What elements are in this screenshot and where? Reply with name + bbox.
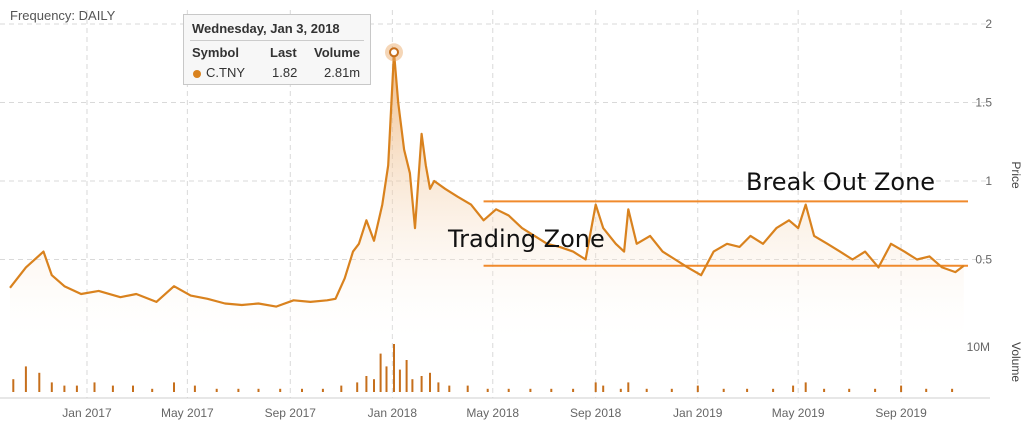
volume-bar: [365, 376, 368, 392]
volume-bar: [132, 385, 134, 392]
grid-lines: [0, 10, 990, 399]
volume-bar: [602, 385, 605, 392]
volume-bar: [792, 385, 795, 392]
volume-bar: [385, 366, 388, 392]
price-line: [9, 51, 965, 308]
volume-bar: [405, 360, 408, 392]
y-tick-label: 0.5: [975, 253, 992, 267]
y-tick-label: 1.5: [975, 96, 992, 110]
x-tick-label: May 2018: [466, 406, 519, 420]
volume-bar: [411, 379, 414, 392]
tooltip-volume-header: Volume: [314, 45, 360, 60]
volume-bar: [429, 372, 431, 392]
break-out-zone-label: Break Out Zone: [746, 168, 935, 196]
x-tick-label: May 2019: [772, 406, 825, 420]
volume-axis-title: Volume: [1009, 342, 1023, 382]
volume-bar: [193, 385, 196, 392]
volume-bar: [507, 388, 510, 392]
tooltip-symbol-value: C.TNY: [206, 65, 245, 80]
y-tick-label: 2: [985, 17, 992, 31]
volume-bar: [111, 385, 114, 392]
volume-bar: [772, 388, 775, 392]
volume-bar: [38, 372, 41, 392]
volume-bar: [848, 388, 851, 392]
y-axis-title: Price: [1009, 161, 1023, 189]
volume-bar: [486, 388, 489, 392]
volume-bar: [437, 382, 440, 392]
zone-lines: [483, 200, 968, 267]
volume-bar: [823, 388, 826, 392]
volume-bar: [900, 385, 903, 392]
volume-bar: [398, 369, 401, 392]
volume-bar: [874, 388, 877, 392]
volume-bar: [925, 388, 928, 392]
volume-bar: [215, 388, 218, 392]
x-tick-label: Sep 2018: [570, 406, 622, 420]
volume-bar: [301, 388, 303, 392]
x-tick-label: Jan 2019: [673, 406, 723, 420]
x-tick-label: Jan 2017: [62, 406, 112, 420]
tooltip-volume-value: 2.81m: [324, 65, 361, 80]
volume-bar: [373, 379, 375, 392]
tooltip-last-value: 1.82: [272, 65, 298, 80]
data-tooltip: Wednesday, Jan 3, 2018 Symbol Last Volum…: [183, 14, 371, 85]
volume-bar: [572, 388, 575, 392]
volume-bar: [420, 376, 423, 392]
axes: Jan 2017 May 2017 Sep 2017 Jan 2018 May 2018…: [62, 17, 992, 420]
volume-tick-label: 10M: [967, 340, 990, 354]
volume-bar: [279, 388, 282, 392]
volume-bar: [804, 382, 807, 392]
volume-bar: [594, 382, 597, 392]
x-tick-label: Sep 2019: [875, 406, 927, 420]
volume-bar: [448, 385, 451, 392]
volume-bar: [151, 388, 154, 392]
volume-bar: [722, 388, 725, 392]
volume-bar: [746, 388, 749, 392]
x-tick-label: Sep 2017: [265, 406, 317, 420]
volume-bar: [529, 388, 532, 392]
volume-bar: [340, 385, 343, 392]
y-tick-label: 1: [985, 174, 992, 188]
volume-bar: [550, 388, 553, 392]
volume-bar: [50, 382, 53, 392]
volume-bar: [356, 382, 359, 392]
volume-bar: [321, 388, 324, 392]
volume-bar: [645, 388, 648, 392]
trading-zone-label: Trading Zone: [447, 225, 605, 253]
price-series-line: [9, 51, 965, 308]
volume-bar: [173, 382, 175, 392]
volume-bar: [237, 388, 240, 392]
hover-marker[interactable]: [389, 47, 399, 58]
volume-bar: [12, 379, 15, 392]
volume-bar: [24, 366, 27, 392]
volume-bar: [63, 385, 66, 392]
volume-bar: [627, 382, 630, 392]
x-tick-label: May 2017: [161, 406, 214, 420]
tooltip-date: Wednesday, Jan 3, 2018: [192, 21, 340, 36]
volume-bar: [951, 388, 954, 392]
volume-bars: [12, 344, 954, 392]
tooltip-divider: [190, 40, 364, 41]
volume-bar: [393, 344, 395, 392]
volume-bar: [75, 385, 78, 392]
x-tick-label: Jan 2018: [368, 406, 418, 420]
frequency-label[interactable]: Frequency: DAILY: [10, 8, 116, 23]
volume-bar: [670, 388, 673, 392]
volume-bar: [93, 382, 96, 392]
tooltip-symbol-header: Symbol: [192, 45, 239, 60]
volume-bar: [379, 353, 382, 392]
series-dot-icon: [193, 70, 201, 78]
volume-bar: [696, 385, 699, 392]
volume-bar: [257, 388, 260, 392]
tooltip-last-header: Last: [270, 45, 297, 60]
volume-bar: [619, 388, 622, 392]
volume-bar: [466, 385, 469, 392]
